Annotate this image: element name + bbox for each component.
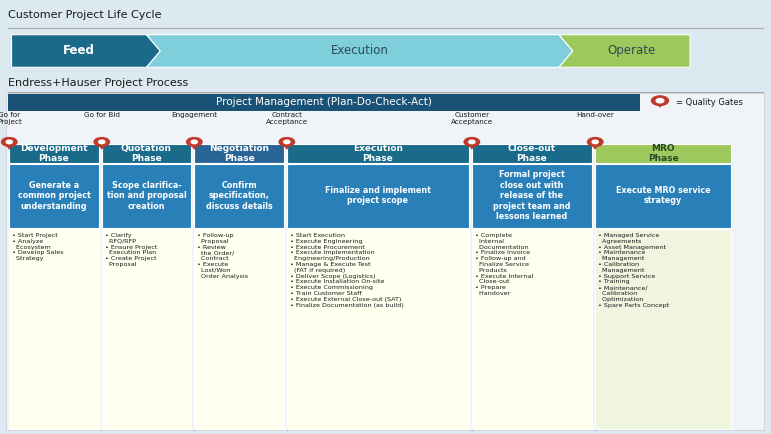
Text: • Clarify
  RFQ/RFP
• Ensure Project
  Execution Plan
• Create Project
  Proposa: • Clarify RFQ/RFP • Ensure Project Execu… bbox=[105, 233, 157, 267]
Text: MRO
Phase: MRO Phase bbox=[648, 144, 678, 163]
FancyBboxPatch shape bbox=[472, 164, 592, 228]
Text: Scope clarifica-
tion and proposal
creation: Scope clarifica- tion and proposal creat… bbox=[106, 181, 187, 210]
FancyBboxPatch shape bbox=[194, 144, 284, 163]
Circle shape bbox=[279, 138, 295, 146]
Circle shape bbox=[651, 96, 668, 105]
Text: Go for Bid: Go for Bid bbox=[84, 112, 120, 118]
FancyBboxPatch shape bbox=[287, 144, 469, 163]
Circle shape bbox=[588, 138, 603, 146]
Text: Contract
Acceptance: Contract Acceptance bbox=[266, 112, 308, 125]
FancyBboxPatch shape bbox=[194, 229, 284, 429]
Text: • Managed Service
  Agreements
• Asset Management
• Maintenance
  Management
• C: • Managed Service Agreements • Asset Man… bbox=[598, 233, 669, 308]
Text: • Start Project
• Analyze
  Ecosystem
• Develop Sales
  Strategy: • Start Project • Analyze Ecosystem • De… bbox=[12, 233, 64, 261]
Text: Hand-over: Hand-over bbox=[576, 112, 614, 118]
Text: Endress+Hauser Project Process: Endress+Hauser Project Process bbox=[8, 78, 188, 89]
Polygon shape bbox=[96, 142, 108, 150]
FancyBboxPatch shape bbox=[472, 229, 592, 429]
Circle shape bbox=[464, 138, 480, 146]
FancyBboxPatch shape bbox=[595, 164, 731, 228]
FancyBboxPatch shape bbox=[287, 229, 469, 429]
Text: = Quality Gates: = Quality Gates bbox=[676, 98, 742, 107]
FancyBboxPatch shape bbox=[102, 229, 191, 429]
Polygon shape bbox=[188, 142, 200, 150]
Circle shape bbox=[94, 138, 109, 146]
Text: Project Management (Plan-Do-Check-Act): Project Management (Plan-Do-Check-Act) bbox=[216, 97, 432, 108]
Circle shape bbox=[99, 140, 105, 144]
Polygon shape bbox=[3, 142, 15, 150]
Circle shape bbox=[592, 140, 598, 144]
FancyBboxPatch shape bbox=[595, 144, 731, 163]
Polygon shape bbox=[559, 35, 690, 67]
FancyBboxPatch shape bbox=[194, 164, 284, 228]
Text: Go for
Project: Go for Project bbox=[0, 112, 22, 125]
FancyBboxPatch shape bbox=[9, 229, 99, 429]
Text: Feed: Feed bbox=[63, 45, 95, 57]
FancyBboxPatch shape bbox=[0, 0, 771, 78]
FancyBboxPatch shape bbox=[102, 144, 191, 163]
Polygon shape bbox=[653, 101, 667, 108]
Text: Generate a
common project
understanding: Generate a common project understanding bbox=[18, 181, 90, 210]
Text: Formal project
close out with
release of the
project team and
lessons learned: Formal project close out with release of… bbox=[493, 171, 571, 221]
Circle shape bbox=[284, 140, 290, 144]
FancyBboxPatch shape bbox=[595, 229, 731, 429]
Text: Execution
Phase: Execution Phase bbox=[353, 144, 402, 163]
Polygon shape bbox=[12, 35, 160, 67]
Polygon shape bbox=[146, 35, 573, 67]
Polygon shape bbox=[466, 142, 478, 150]
Circle shape bbox=[191, 140, 197, 144]
Text: Development
Phase: Development Phase bbox=[20, 144, 88, 163]
Text: Close-out
Phase: Close-out Phase bbox=[508, 144, 556, 163]
Text: • Complete
  Internal
  Documentation
• Finalize Invoice
• Follow-up and
  Final: • Complete Internal Documentation • Fina… bbox=[475, 233, 534, 296]
Text: Customer Project Life Cycle: Customer Project Life Cycle bbox=[8, 10, 161, 20]
FancyBboxPatch shape bbox=[472, 144, 592, 163]
Text: • Follow-up
  Proposal
• Review
  the Order/
  Contract
• Execute
  Lost/Won
  O: • Follow-up Proposal • Review the Order/… bbox=[197, 233, 248, 279]
Polygon shape bbox=[281, 142, 293, 150]
Text: Execution: Execution bbox=[331, 45, 389, 57]
Text: Engagement: Engagement bbox=[171, 112, 217, 118]
Text: • Start Execution
• Execute Engineering
• Execute Procurement
• Execute Implemen: • Start Execution • Execute Engineering … bbox=[290, 233, 404, 308]
FancyBboxPatch shape bbox=[8, 94, 640, 111]
FancyBboxPatch shape bbox=[9, 164, 99, 228]
FancyBboxPatch shape bbox=[102, 164, 191, 228]
Text: Execute MRO service
strategy: Execute MRO service strategy bbox=[616, 186, 710, 205]
Text: Confirm
specification,
discuss details: Confirm specification, discuss details bbox=[206, 181, 272, 210]
Text: Negotiation
Phase: Negotiation Phase bbox=[209, 144, 269, 163]
Text: Operate: Operate bbox=[608, 45, 655, 57]
Text: Customer
Acceptance: Customer Acceptance bbox=[451, 112, 493, 125]
FancyBboxPatch shape bbox=[287, 164, 469, 228]
FancyBboxPatch shape bbox=[6, 93, 764, 430]
FancyBboxPatch shape bbox=[9, 144, 99, 163]
Circle shape bbox=[2, 138, 17, 146]
Text: Finalize and implement
project scope: Finalize and implement project scope bbox=[325, 186, 431, 205]
Circle shape bbox=[656, 99, 664, 103]
Circle shape bbox=[469, 140, 475, 144]
Circle shape bbox=[187, 138, 202, 146]
FancyBboxPatch shape bbox=[0, 78, 771, 434]
Text: Quotation
Phase: Quotation Phase bbox=[121, 144, 172, 163]
Polygon shape bbox=[589, 142, 601, 150]
Circle shape bbox=[6, 140, 12, 144]
